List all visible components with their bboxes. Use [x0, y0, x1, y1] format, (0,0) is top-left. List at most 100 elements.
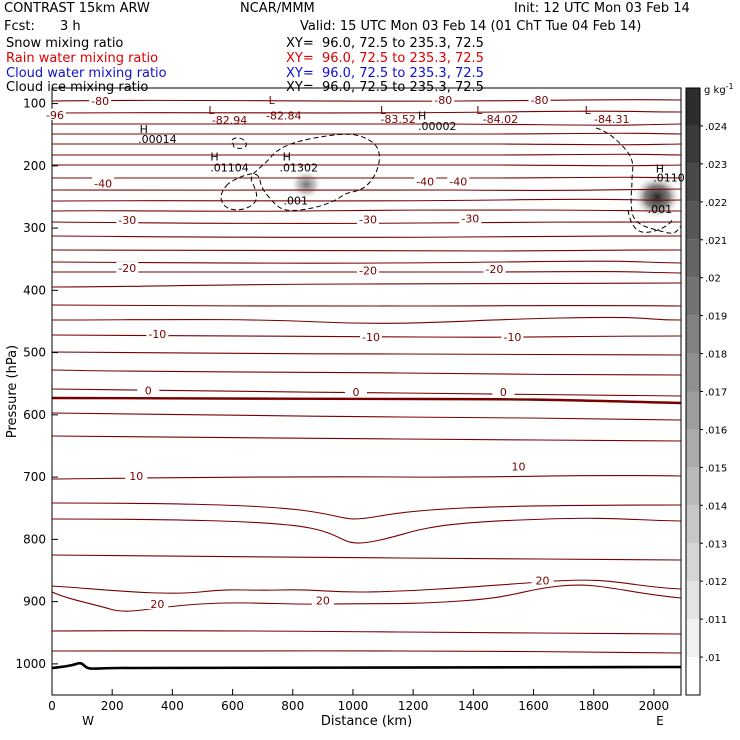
colorbar-segment: [686, 353, 700, 392]
x-tick-label: 400: [161, 699, 184, 713]
isotherm-line: [51, 650, 682, 654]
x-axis-title: Distance (km): [321, 714, 412, 729]
label-bg: [528, 93, 551, 105]
label-bg: [414, 175, 437, 187]
extremum-label: L: [380, 104, 387, 117]
isotherm-label: -40: [416, 175, 434, 188]
isotherm-line: [51, 221, 682, 224]
y-tick-label: 1000: [15, 657, 46, 671]
colorbar-tick-label: .014: [705, 501, 727, 512]
isotherm-line: [51, 235, 682, 238]
extremum-value-label: .00002: [418, 120, 457, 133]
isotherm-label: -80: [434, 94, 452, 107]
label-bg: [483, 263, 506, 275]
x-tick-label: 2000: [639, 699, 670, 713]
cloud-outline-group: [220, 127, 682, 234]
extremum-label: H: [283, 150, 291, 163]
forecast-label: Fcst:: [4, 19, 35, 34]
west-endpoint-label: W: [82, 714, 94, 728]
colorbar-tick-label: .015: [705, 463, 727, 474]
extremum-value-label: -83.52: [380, 113, 415, 126]
colorbar-segment: [686, 467, 700, 506]
extremum-value-label: .00014: [138, 133, 177, 146]
colorbar-tick-label: .013: [705, 539, 727, 550]
x-tick-label: 0: [48, 699, 56, 713]
isotherm-label: -80: [531, 94, 549, 107]
isotherm-line: [51, 579, 682, 594]
isotherm-label: -30: [461, 213, 479, 226]
label-bg: [501, 331, 524, 343]
zero-isotherm: [51, 396, 682, 405]
label-bg: [125, 469, 148, 481]
isotherm-line: [51, 176, 682, 179]
extremum-label: L: [208, 104, 215, 117]
label-bg: [357, 213, 380, 225]
cloud-ice-blob: [290, 169, 323, 200]
colorbar-segment: [686, 619, 700, 658]
cloud-ice-blob: [632, 174, 681, 219]
label-bg: [344, 385, 367, 397]
colorbar-segment: [686, 429, 700, 468]
isotherm-line: [51, 260, 682, 264]
extremum-label: L: [585, 104, 592, 117]
y-tick-label: 400: [23, 283, 46, 297]
colorbar-units-text: g kg: [704, 85, 726, 96]
init-time: Init: 12 UTC Mon 03 Feb 14: [514, 1, 690, 16]
y-tick-label: 700: [23, 470, 46, 484]
colorbar-tick-label: .022: [705, 198, 727, 209]
y-tick-label: 300: [23, 221, 46, 235]
extremum-label: L: [476, 104, 483, 117]
isotherm-line: [51, 584, 682, 612]
isotherm-label: 20: [536, 574, 550, 587]
colorbar-tick-label: .017: [705, 388, 727, 399]
isotherm-label: -20: [118, 262, 136, 275]
legend-field-cloud-water: Cloud water mixing ratio: [6, 66, 167, 81]
label-bg: [146, 327, 169, 339]
isotherm-label: 10: [129, 470, 143, 483]
label-bg: [116, 213, 139, 225]
isotherm-line: [51, 198, 682, 202]
extremum-value-label: .01302: [280, 162, 319, 175]
isotherm-label: -40: [94, 177, 112, 190]
colorbar-segment: [686, 201, 700, 240]
colorbar-tick-label: .024: [705, 122, 727, 133]
label-bg: [531, 574, 554, 586]
colorbar-segment: [686, 505, 700, 544]
isotherm-label: -40: [449, 175, 467, 188]
label-bg: [357, 264, 380, 276]
isotherm-label: 20: [316, 594, 330, 607]
colorbar-segment: [686, 543, 700, 582]
colorbar-segment: [686, 239, 700, 278]
isotherm-label: -80: [91, 95, 109, 108]
colorbar-tick-label: .02: [705, 274, 721, 285]
y-tick-label: 200: [23, 159, 46, 173]
legend-xy-rain: XY= 96.0, 72.5 to 235.3, 72.5: [286, 51, 484, 66]
isotherm-label: 0: [145, 385, 152, 398]
label-bg: [137, 384, 160, 396]
isotherm-label: -96: [46, 109, 64, 122]
y-tick-label: 800: [23, 532, 46, 546]
label-bg: [492, 385, 515, 397]
extremum-value-label: .001: [284, 195, 309, 208]
y-tick-label: 100: [23, 97, 46, 111]
isotherm-label: -10: [503, 331, 521, 344]
colorbar-tick-label: .019: [705, 312, 727, 323]
cloud-outline: [231, 137, 247, 149]
isotherm-line: [51, 435, 682, 442]
extremum-value-label: .001: [648, 203, 673, 216]
x-tick-label: 1000: [338, 699, 369, 713]
isotherm-line: [51, 153, 682, 156]
x-tick-label: 1800: [578, 699, 609, 713]
y-tick-label: 600: [23, 408, 46, 422]
label-bg: [92, 177, 115, 189]
x-tick-label: 1200: [398, 699, 429, 713]
colorbar-segment: [686, 277, 700, 316]
colorbar-segment: [686, 581, 700, 620]
colorbar-tick-label: .023: [705, 160, 727, 171]
y-axis-title: Pressure (hPa): [5, 345, 20, 438]
isotherm-label: -10: [148, 328, 166, 341]
label-bg: [146, 598, 169, 610]
isotherm-line: [51, 132, 682, 135]
isotherm-label: 10: [511, 461, 525, 474]
extremum-label: H: [418, 109, 426, 122]
